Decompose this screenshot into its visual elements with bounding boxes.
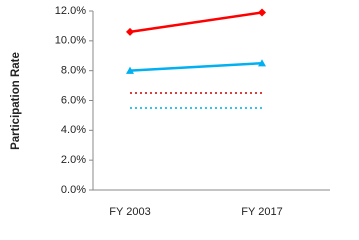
y-tick-label: 4.0%	[61, 124, 86, 136]
y-tick-label: 0.0%	[61, 184, 86, 196]
series-line	[129, 61, 263, 72]
y-tick-label: 10.0%	[55, 35, 86, 47]
point-marker	[258, 8, 266, 17]
point-marker	[258, 59, 266, 67]
y-tick-label: 8.0%	[61, 65, 86, 77]
y-axis-title: Participation Rate	[10, 52, 22, 150]
y-tick-label: 6.0%	[61, 94, 86, 106]
y-tick-label: 12.0%	[55, 5, 86, 17]
point-marker	[126, 27, 134, 36]
point-marker	[126, 66, 134, 74]
x-tick-label: FY 2017	[241, 206, 282, 218]
series-line	[129, 11, 263, 34]
y-tick-label: 2.0%	[61, 154, 86, 166]
x-tick-label: FY 2003	[109, 206, 150, 218]
